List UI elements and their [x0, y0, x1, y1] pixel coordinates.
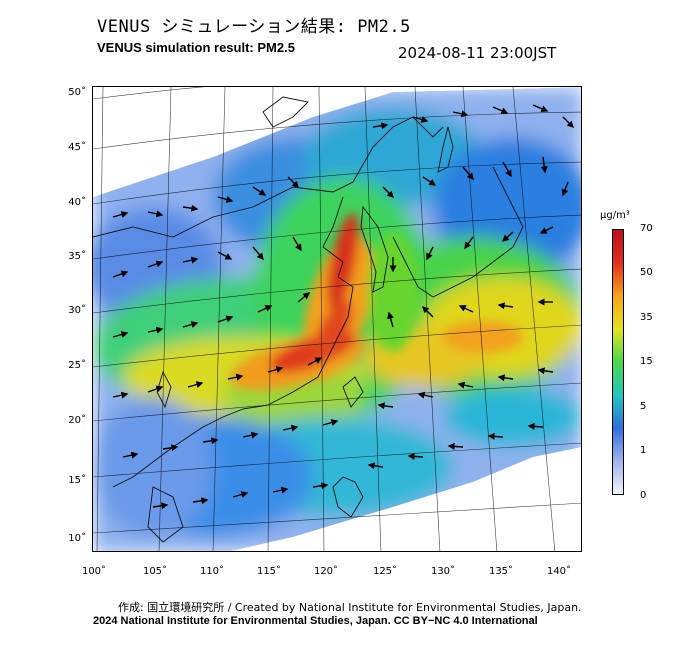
coastlines — [93, 96, 524, 543]
colorbar-unit: μg/m³ — [600, 210, 630, 221]
colorbar — [612, 229, 624, 495]
title-en: VENUS simulation result: PM2.5 — [97, 40, 295, 55]
lon-label-100: 100˚ — [81, 566, 107, 577]
graticule — [93, 87, 581, 551]
lon-label-115: 115˚ — [256, 566, 282, 577]
timestamp: 2024-08-11 23:00JST — [398, 44, 557, 62]
colorbar-tick-1: 1 — [640, 445, 647, 456]
lon-label-120: 120˚ — [313, 566, 339, 577]
lat-label-20: 20˚ — [68, 415, 86, 426]
colorbar-tick-5: 5 — [640, 401, 647, 412]
outside-domain-mask-bottom — [231, 447, 581, 551]
lat-label-45: 45˚ — [68, 142, 86, 153]
lon-label-125: 125˚ — [372, 566, 398, 577]
lat-label-10: 10˚ — [68, 533, 86, 544]
lat-label-15: 15˚ — [68, 475, 86, 486]
lon-label-105: 105˚ — [142, 566, 168, 577]
lat-label-40: 40˚ — [68, 197, 86, 208]
lat-label-25: 25˚ — [68, 360, 86, 371]
title-jp: VENUS シミュレーション結果: PM2.5 — [97, 17, 411, 37]
lon-label-130: 130˚ — [430, 566, 456, 577]
colorbar-tick-0: 0 — [640, 490, 647, 501]
outside-domain-mask — [93, 87, 581, 197]
credit-en: 2024 National Institute for Environmenta… — [93, 615, 538, 627]
lon-label-110: 110˚ — [199, 566, 225, 577]
pm25-map-svg — [93, 87, 581, 551]
pm25-map — [92, 86, 582, 552]
colorbar-tick-70: 70 — [640, 223, 653, 234]
lon-label-140: 140˚ — [546, 566, 572, 577]
lat-label-35: 35˚ — [68, 251, 86, 262]
wind-vectors — [112, 104, 574, 510]
colorbar-tick-50: 50 — [640, 267, 653, 278]
colorbar-tick-15: 15 — [640, 356, 653, 367]
lat-label-50: 50˚ — [68, 87, 86, 98]
credit-jp: 作成: 国立環境研究所 / Created by National Instit… — [118, 601, 582, 614]
lon-label-135: 135˚ — [488, 566, 514, 577]
colorbar-tick-35: 35 — [640, 312, 653, 323]
lat-label-30: 30˚ — [68, 305, 86, 316]
